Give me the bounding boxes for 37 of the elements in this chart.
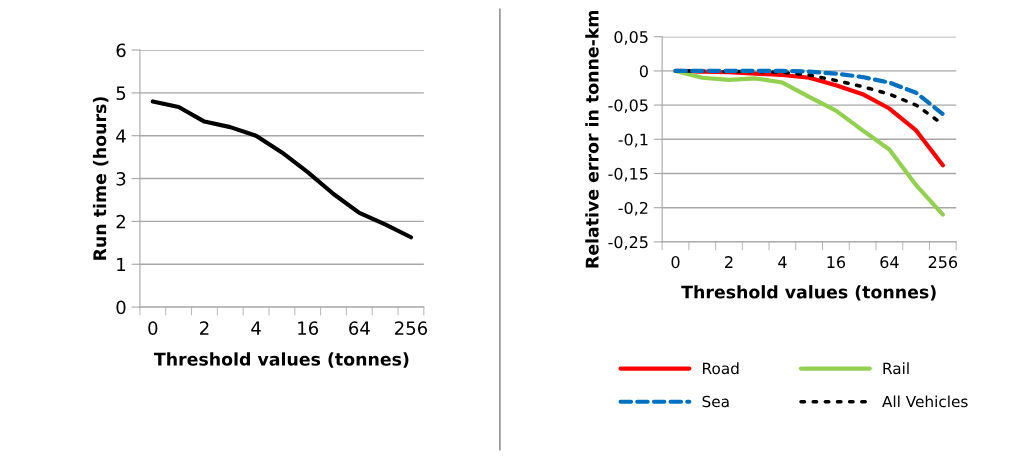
x-tick-label: 256 [395,321,428,335]
x-tick-label: 16 [298,321,319,335]
legend-label: Rail [883,362,909,375]
x-tick-label: 0 [671,256,680,269]
x-tick-label: 2 [725,256,733,268]
x-tick-label: 16 [827,256,846,269]
x-tick-label: 0 [148,321,158,335]
y-tick-label: -0,1 [618,133,648,148]
y-tick-label: 5 [116,86,126,100]
x-tick-label: 4 [251,321,261,335]
y-tick-label: 3 [116,172,126,186]
legend-label: Sea [702,395,729,408]
x-tick-label: 64 [880,256,899,269]
line-series [673,68,945,117]
x-tick-label: 64 [349,321,370,335]
line-series [673,68,945,217]
y-tick-label: -0,25 [608,236,648,250]
legend-label: Road [703,362,739,375]
y-axis-title: Relative error in tonne-km [585,10,599,268]
y-tick-label: 6 [116,43,126,58]
x-axis-title: Threshold values (tonnes) [153,352,409,368]
y-tick-label: 0 [639,65,648,78]
line-series [150,99,414,240]
y-tick-label: 4 [116,129,126,143]
x-axis-title: Threshold values (tonnes) [681,285,936,301]
x-tick-label: 4 [778,256,787,268]
y-tick-label: -0,2 [618,201,648,216]
y-tick-label: 0 [116,300,126,315]
y-tick-label: 0,05 [614,30,648,45]
y-axis-title: Run time (hours) [92,97,109,260]
x-tick-label: 2 [200,321,209,335]
y-tick-label: -0,05 [608,99,648,114]
y-tick-label: 1 [117,257,126,272]
legend-label: All Vehicles [882,395,968,408]
y-tick-label: 2 [116,214,125,229]
x-tick-label: 256 [928,256,958,269]
y-tick-label: -0,15 [608,167,648,182]
